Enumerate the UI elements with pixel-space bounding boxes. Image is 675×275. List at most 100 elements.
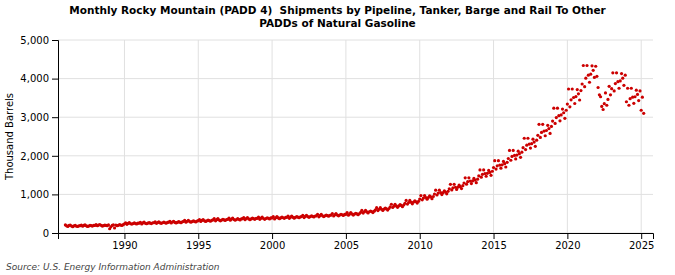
grid-line <box>567 40 568 233</box>
point <box>478 168 481 171</box>
grid-line <box>493 40 494 233</box>
grid-line <box>641 40 642 233</box>
point <box>434 189 437 192</box>
points <box>64 64 646 230</box>
point <box>585 64 588 67</box>
point <box>638 89 641 92</box>
point <box>619 79 622 82</box>
point <box>594 65 597 68</box>
point <box>476 178 479 181</box>
point <box>480 176 483 179</box>
grid-line <box>419 40 420 233</box>
point <box>578 98 581 101</box>
grid-line <box>58 194 653 195</box>
tick: 2,000 <box>20 151 58 162</box>
point <box>583 85 586 88</box>
point <box>482 168 485 171</box>
point <box>526 137 529 140</box>
point <box>635 89 638 92</box>
point <box>556 107 559 110</box>
x-axis: 19901995200020052010201520202025 <box>59 233 655 251</box>
point <box>485 175 488 178</box>
point <box>592 69 595 72</box>
tick-mark <box>198 233 199 239</box>
point <box>533 140 536 143</box>
point <box>544 134 547 137</box>
point <box>514 157 517 160</box>
point <box>523 137 526 140</box>
point <box>405 199 408 202</box>
point <box>521 146 524 149</box>
point <box>626 87 629 90</box>
point <box>600 105 603 108</box>
point <box>579 89 582 92</box>
point <box>596 86 599 89</box>
tick: 2010 <box>407 233 432 251</box>
point <box>561 107 564 110</box>
tick-mark <box>52 40 58 41</box>
point <box>610 87 613 90</box>
tick-mark <box>52 233 58 234</box>
grid <box>58 40 653 233</box>
tick: 2005 <box>334 233 359 251</box>
point <box>642 112 645 115</box>
tick-mark <box>641 233 642 239</box>
point <box>582 64 585 67</box>
tick-label: 0 <box>43 228 49 239</box>
tick: 0 <box>43 228 58 239</box>
point <box>541 123 544 126</box>
chart: 1990199520002005201020152020202501,0002,… <box>0 0 675 275</box>
point <box>641 96 644 99</box>
tick-label: 1995 <box>186 240 211 251</box>
point <box>537 123 540 126</box>
point <box>595 75 598 78</box>
point <box>577 92 580 95</box>
point <box>491 170 494 173</box>
point <box>590 64 593 67</box>
point <box>627 104 630 107</box>
point <box>545 129 548 132</box>
point <box>599 95 602 98</box>
point <box>617 87 620 90</box>
tick-label: 4,000 <box>20 73 49 84</box>
tick-mark <box>52 117 58 118</box>
point <box>621 77 624 80</box>
tick: 2000 <box>260 233 285 251</box>
tick-mark <box>272 233 273 239</box>
point <box>562 111 565 114</box>
point <box>637 99 640 102</box>
tick-label: 3,000 <box>20 112 49 123</box>
point <box>519 156 522 159</box>
tick: 1995 <box>186 233 211 251</box>
point <box>535 139 538 142</box>
point <box>569 98 572 101</box>
tick-label: 2010 <box>407 240 432 251</box>
point <box>608 85 611 88</box>
tick-mark <box>52 156 58 157</box>
grid-line <box>58 40 653 41</box>
point <box>508 149 511 152</box>
point <box>552 107 555 110</box>
point <box>571 87 574 90</box>
point <box>568 105 571 108</box>
y-axis: 01,0002,0003,0004,0005,000 <box>20 35 58 239</box>
point <box>509 159 512 162</box>
grid-line <box>58 78 653 79</box>
point <box>604 91 607 94</box>
point <box>632 102 635 105</box>
point <box>520 151 523 154</box>
point <box>548 132 551 135</box>
point <box>419 194 422 197</box>
tick-label: 2,000 <box>20 151 49 162</box>
grid-line <box>124 40 125 233</box>
point <box>565 109 568 112</box>
tick-mark <box>52 194 58 195</box>
tick-mark <box>124 233 125 239</box>
point <box>558 119 561 122</box>
tick-label: 5,000 <box>20 35 49 46</box>
point <box>601 108 604 111</box>
point <box>574 95 577 98</box>
point <box>630 87 633 90</box>
annotation: Source: U.S. Energy Information Administ… <box>6 262 220 272</box>
tick-label: 2000 <box>260 240 285 251</box>
